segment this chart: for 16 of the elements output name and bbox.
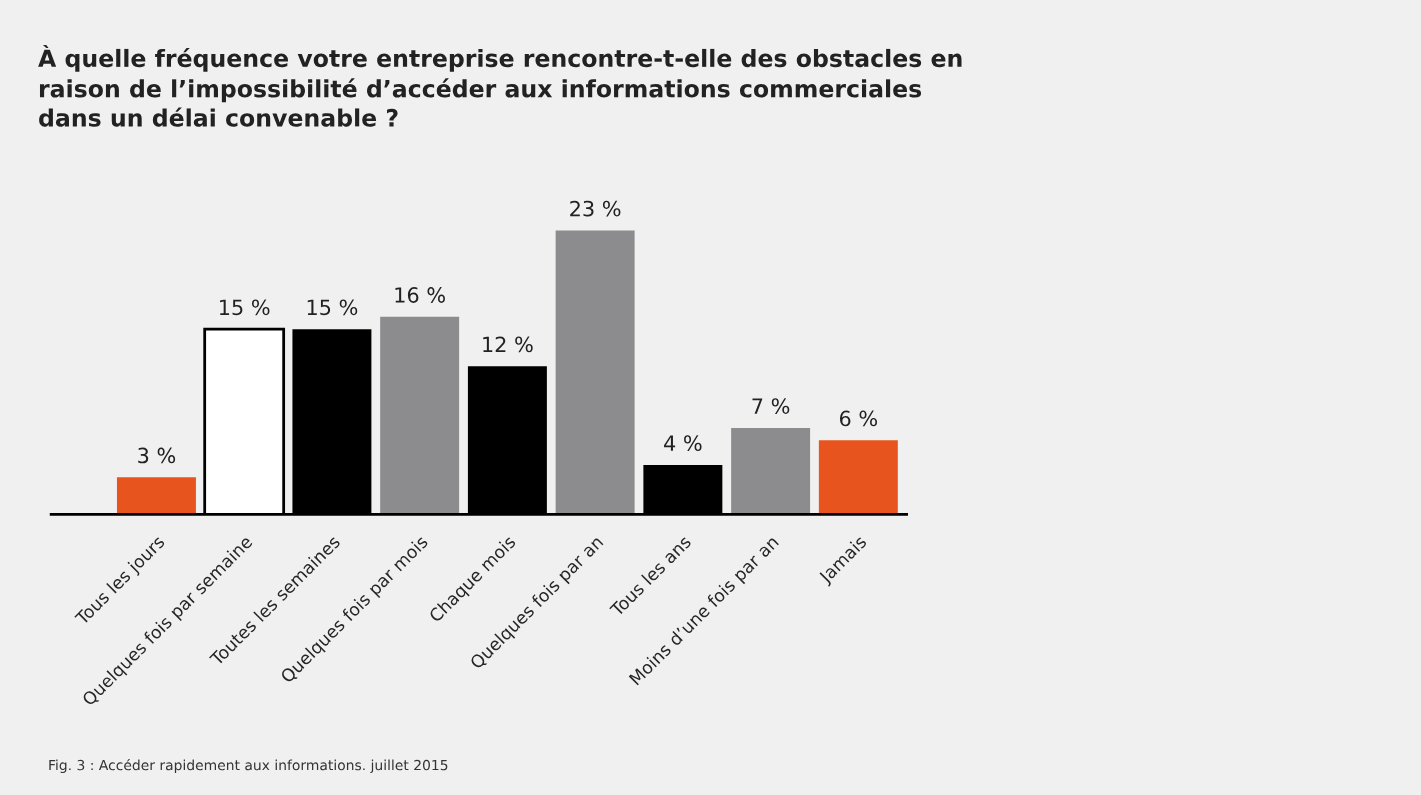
data-label: 7 %: [752, 398, 790, 414]
data-label: 16 %: [395, 287, 445, 303]
bar: [818, 440, 898, 515]
chart-title: À quelle fréquence votre entreprise rencontre-t-elle des obstacles en raison de l’impossibilité d’accéder aux informations commerciales dans un délai convenable ?: [38, 45, 962, 127]
bar: [380, 316, 460, 515]
bar: [555, 230, 635, 515]
data-label: 23 %: [570, 200, 621, 217]
data-label: 6 %: [839, 410, 878, 427]
data-label: 15 %: [307, 299, 358, 316]
data-label: 3 %: [138, 447, 176, 464]
caption: Fig. 3 : Accéder rapidement aux informations. juillet 2015: [49, 759, 448, 773]
bar: [731, 427, 811, 515]
data-label: 12 %: [483, 336, 533, 353]
data-label: 4 %: [664, 435, 702, 452]
data-label: 15 %: [220, 299, 270, 316]
bar: [116, 477, 196, 515]
